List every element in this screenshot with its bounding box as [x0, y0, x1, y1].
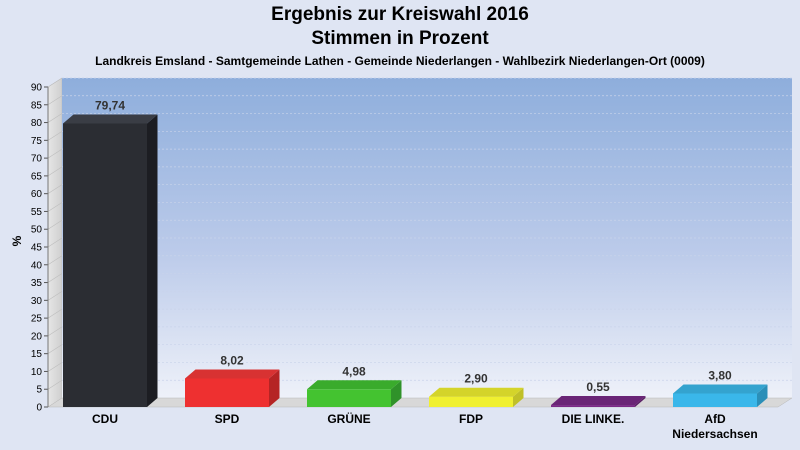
wall-gridline [47, 131, 63, 141]
data-label: 0,55 [586, 380, 610, 394]
x-tick-label: AfD [704, 412, 726, 426]
x-tick-label: GRÜNE [327, 411, 370, 426]
y-tick-label: 85 [31, 100, 43, 111]
y-tick-label: 55 [31, 207, 43, 218]
bar-side [269, 369, 280, 407]
wall-gridline [47, 184, 63, 194]
bar-top [307, 380, 402, 390]
wall-gridline [47, 255, 63, 266]
y-axis-label: % [10, 235, 24, 246]
x-tick-label: Niedersachsen [672, 427, 757, 441]
y-tick-label: 50 [31, 225, 43, 236]
wall-gridline [47, 362, 63, 372]
data-label: 79,74 [95, 98, 125, 112]
bar-top [673, 384, 768, 394]
bar-top [185, 369, 280, 379]
chart-title: Ergebnis zur Kreiswahl 2016 [271, 4, 529, 25]
y-tick-label: 0 [36, 403, 42, 414]
bar-top [429, 387, 524, 397]
wall-gridline [47, 166, 63, 177]
bar-top [551, 396, 646, 406]
chart-subtitle: Landkreis Emsland - Samtgemeinde Lathen … [95, 54, 705, 68]
bar-front [185, 378, 269, 407]
wall-gridline [47, 202, 63, 212]
y-tick-label: 60 [31, 189, 43, 200]
y-tick-label: 25 [31, 314, 43, 325]
data-label: 8,02 [220, 353, 244, 367]
data-label: 4,98 [342, 364, 366, 378]
bar [63, 114, 158, 407]
wall-gridline [47, 95, 63, 106]
wall-gridline [47, 273, 63, 283]
bar-side [391, 380, 402, 407]
y-tick-label: 35 [31, 278, 43, 289]
y-tick-label: 65 [31, 171, 43, 182]
bar [185, 369, 280, 407]
data-label: 3,80 [708, 368, 732, 382]
x-tick-label: DIE LINKE. [562, 412, 625, 426]
y-tick-label: 5 [36, 385, 42, 396]
wall-gridline [47, 344, 63, 354]
bar [551, 396, 646, 407]
bar-side [635, 396, 646, 407]
wall-gridline [47, 219, 63, 230]
y-tick-label: 30 [31, 296, 43, 307]
bar-side [147, 114, 158, 407]
bar [673, 384, 768, 407]
wall-gridline [47, 379, 63, 390]
bar-side [513, 387, 524, 407]
x-tick-label: CDU [92, 412, 118, 426]
wall-gridline [47, 237, 63, 248]
y-tick-label: 40 [31, 260, 43, 271]
y-tick-label: 70 [31, 154, 43, 165]
chart-title-line2: Stimmen in Prozent [311, 28, 489, 49]
y-tick-label: 15 [31, 349, 43, 360]
wall-gridline [47, 308, 63, 319]
labels-layer: % 79,74 CDU 8,02 SPD 4,98 GRÜNE 2,90 FDP 0,55 DIE … [10, 98, 758, 441]
bar-front [307, 389, 391, 407]
bar-side [757, 384, 768, 407]
bar-front [673, 393, 757, 407]
wall-gridline [47, 113, 63, 123]
wall-gridline [47, 77, 63, 88]
y-tick-label: 75 [31, 136, 43, 147]
bar-front [63, 123, 147, 407]
bar-front [551, 405, 635, 407]
x-tick-label: FDP [459, 412, 483, 426]
wall-gridline [47, 291, 63, 301]
bar-front [429, 396, 513, 407]
y-tick-label: 80 [31, 118, 43, 129]
bar [429, 387, 524, 407]
x-tick-label: SPD [215, 412, 240, 426]
wall-gridline [47, 326, 63, 337]
y-tick-label: 45 [31, 243, 43, 254]
bar [307, 380, 402, 407]
y-tick-label: 20 [31, 331, 43, 342]
wall-gridline [47, 148, 63, 159]
y-tick-label: 90 [31, 83, 43, 94]
bar-top [63, 114, 158, 124]
bars-layer [63, 114, 768, 407]
y-tick-label: 10 [31, 367, 43, 378]
data-label: 2,90 [464, 372, 488, 386]
